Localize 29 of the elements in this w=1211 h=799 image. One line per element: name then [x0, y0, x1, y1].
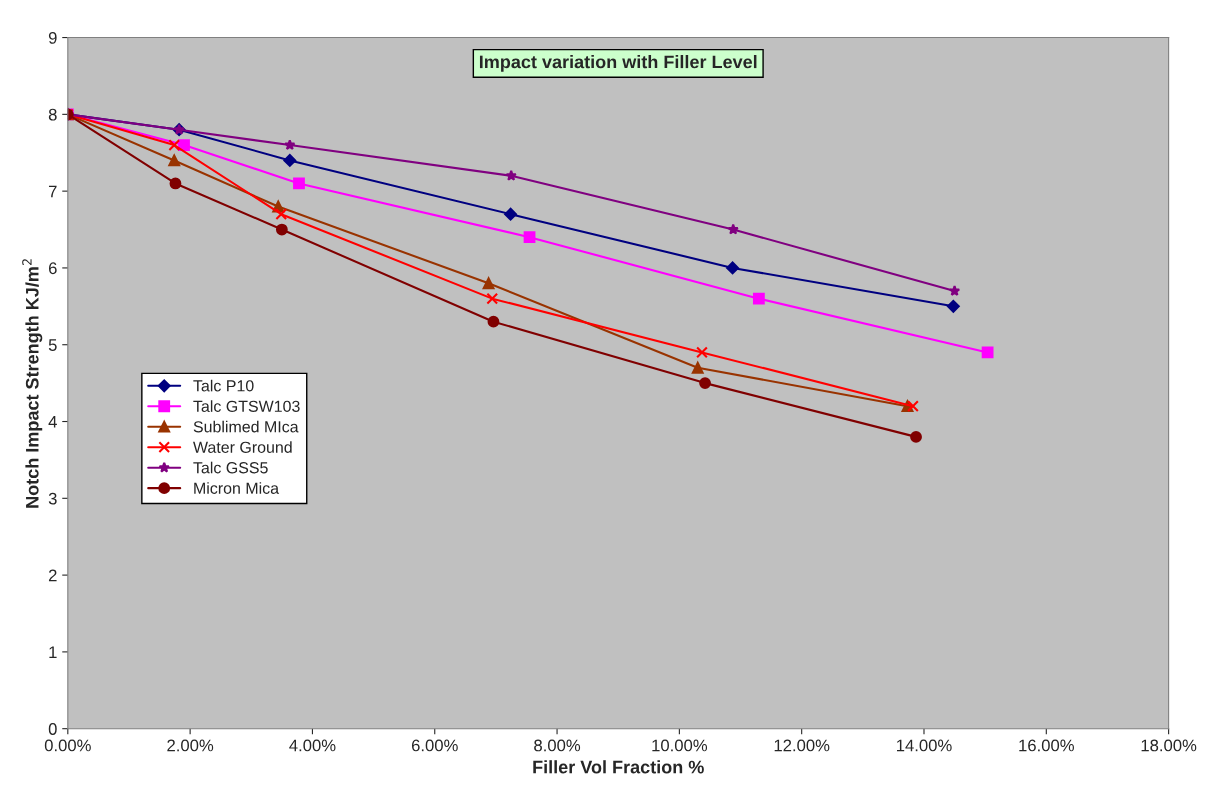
x-tick-label: 6.00% — [411, 739, 458, 752]
y-axis-title: Notch Impact Strength KJ/m$^{2}$ — [22, 259, 43, 508]
x-axis-title: Filler Vol Fraction % — [533, 760, 704, 774]
y-tick-label: 6 — [48, 262, 57, 275]
y-tick-label: 4 — [48, 416, 57, 428]
x-tick-label: 18.00% — [1141, 739, 1197, 752]
legend-label: Sublimed MIca — [193, 420, 299, 433]
x-tick-label: 16.00% — [1019, 739, 1074, 752]
x-tick-label: 14.00% — [897, 739, 952, 752]
y-tick-label: 8 — [48, 108, 57, 121]
y-tick-label: 1 — [49, 646, 57, 658]
x-tick-label: 10.00% — [652, 739, 708, 752]
x-tick-label: 8.00% — [534, 739, 581, 752]
y-tick-label: 3 — [48, 492, 57, 505]
legend-label: Water Ground — [193, 441, 292, 453]
y-tick-label: 5 — [48, 339, 57, 351]
y-tick-label: 2 — [48, 569, 57, 582]
legend-label: Talc P10 — [193, 379, 254, 392]
x-tick-label: 2.00% — [167, 739, 214, 752]
x-tick-label: 12.00% — [774, 739, 830, 752]
x-tick-label: 0.00% — [44, 739, 91, 752]
y-tick-label: 7 — [48, 185, 57, 198]
text: Impact variation with Filler Level — [479, 55, 757, 72]
y-tick-label: 9 — [48, 31, 57, 44]
legend-label: Talc GTSW103 — [193, 400, 300, 412]
y-tick-label: 0 — [48, 723, 57, 735]
x-tick-label: 4.00% — [289, 739, 336, 752]
legend-label: Talc GSS5 — [193, 461, 268, 474]
legend-label: Micron Mica — [194, 482, 280, 494]
